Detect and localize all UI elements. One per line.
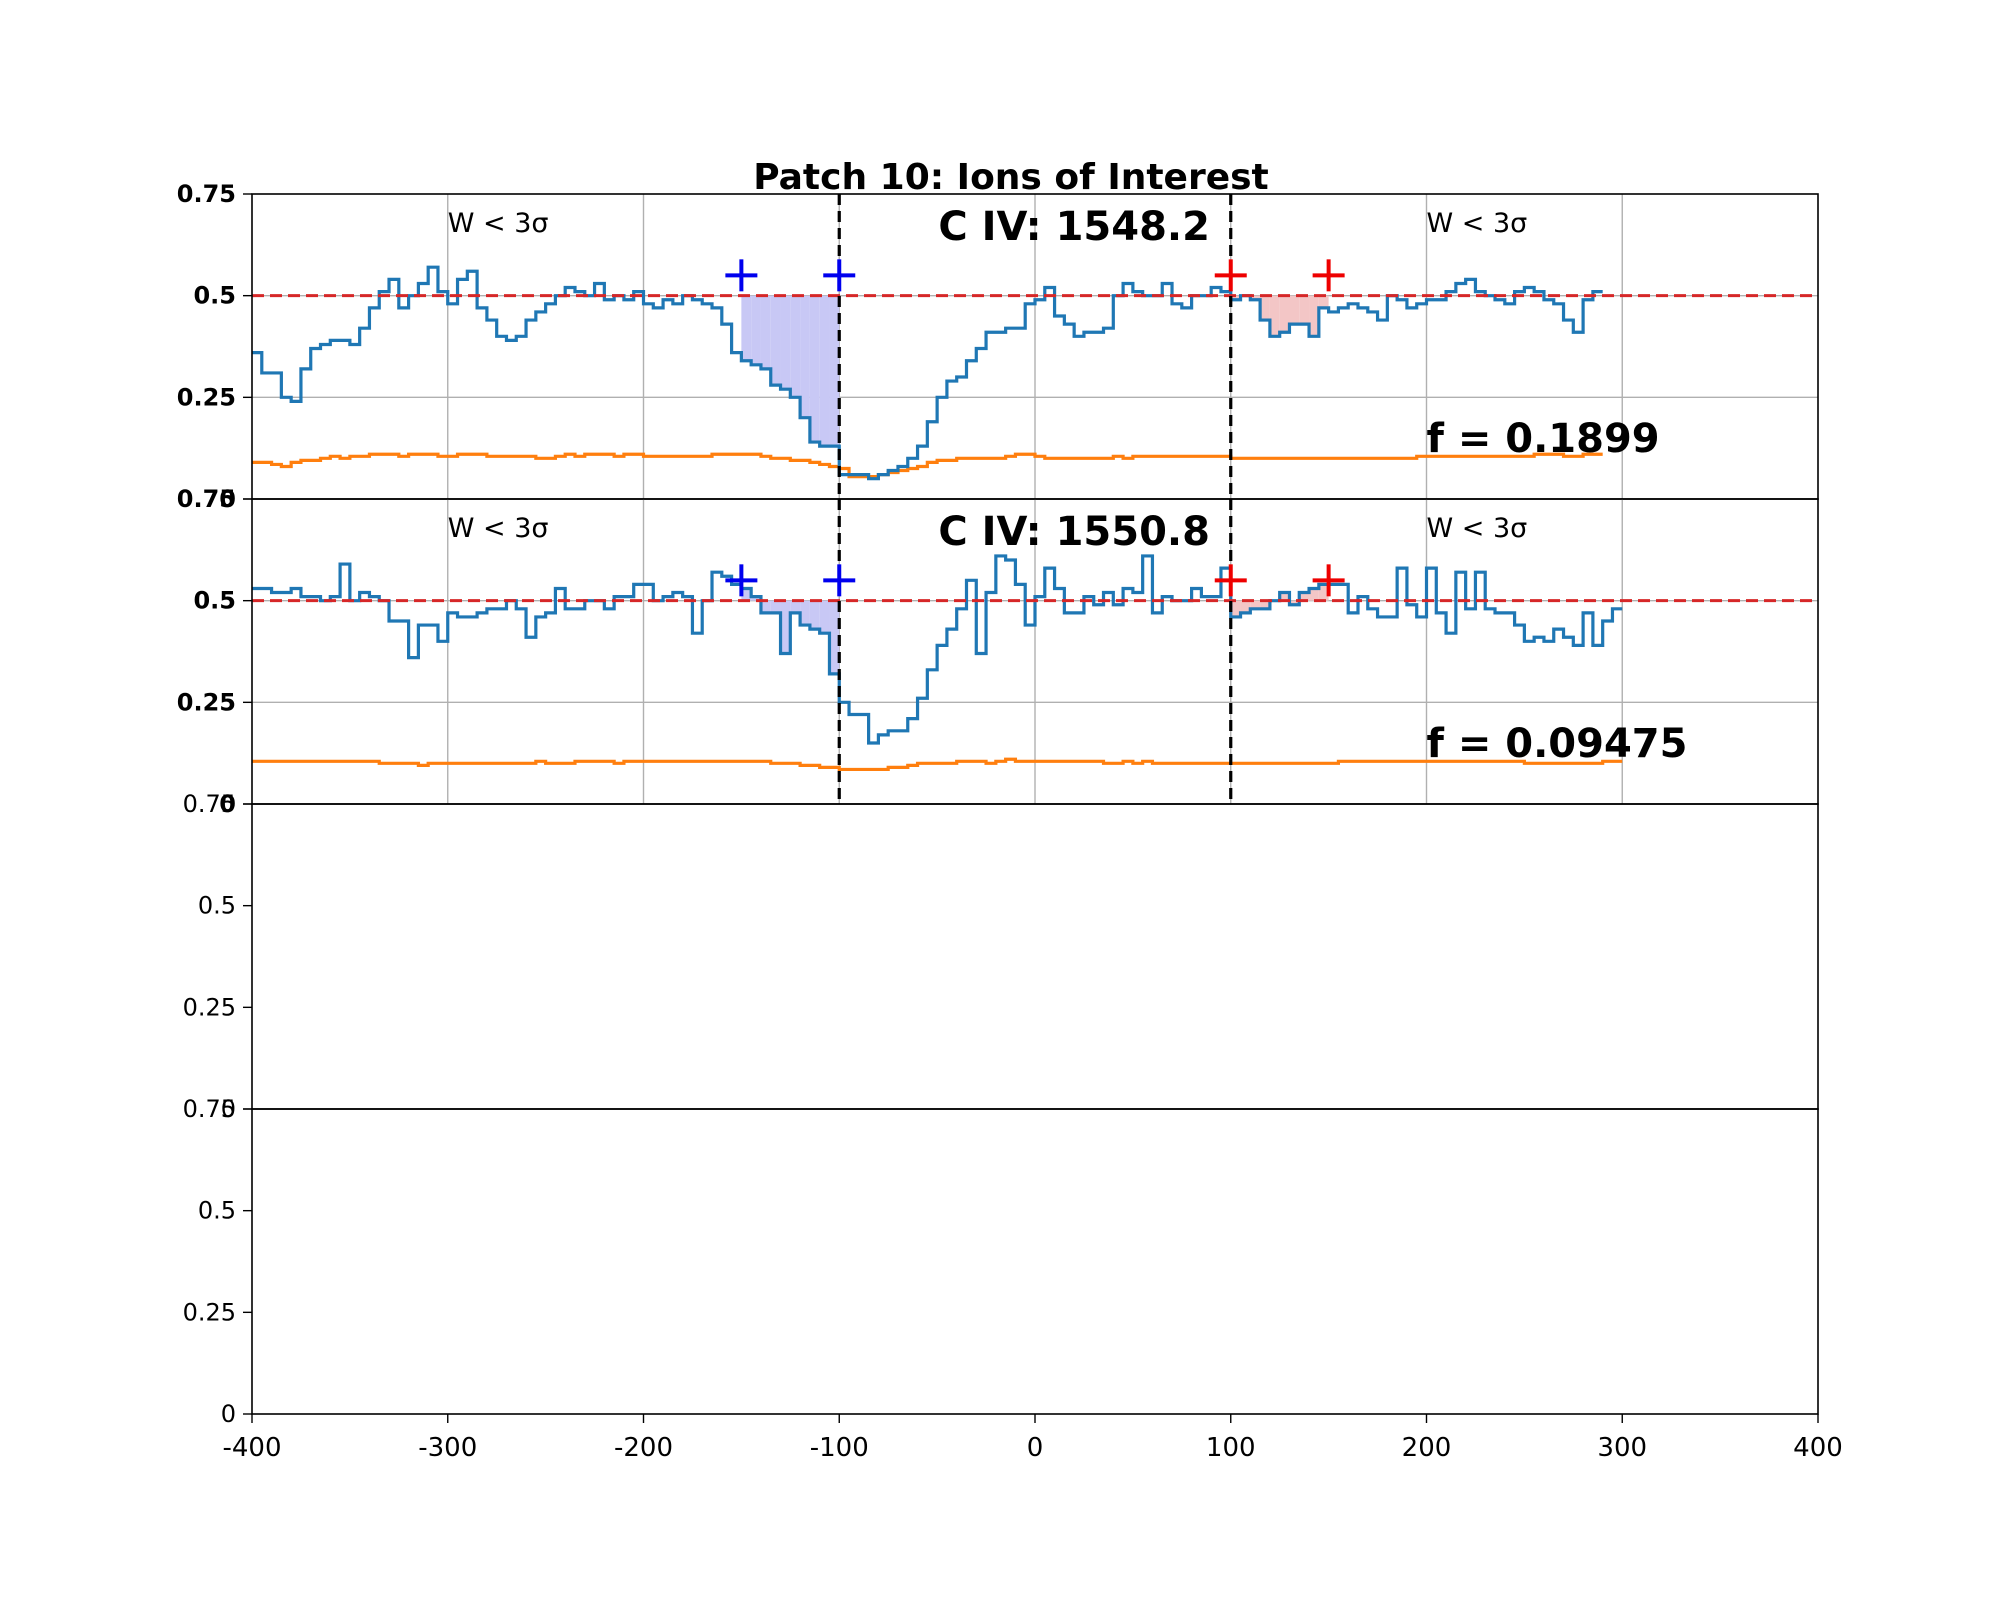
blue-shade-bin <box>829 600 840 674</box>
red-shade-bin <box>1279 295 1290 333</box>
red-shade-bin <box>1260 600 1270 609</box>
error-spectrum-line <box>252 757 1623 772</box>
blue-shade-bin <box>770 600 781 613</box>
blue-shade-bin <box>760 600 771 613</box>
blue-shade-bin <box>770 295 781 386</box>
red-shade-bin <box>1299 592 1310 601</box>
red-shade-bin <box>1289 600 1300 605</box>
flux-spectrum-line <box>252 265 1603 481</box>
red-shade-bin <box>1279 592 1290 601</box>
panel-right-note: W < 3σ <box>1427 208 1528 239</box>
red-shade-bin <box>1230 295 1241 300</box>
blue-shade-bin <box>751 596 761 601</box>
panel-left-note: W < 3σ <box>448 513 549 544</box>
y-tick-label: 0.25 <box>177 688 236 716</box>
blue-shade-bin <box>800 295 810 418</box>
y-tick-label: 0.75 <box>177 180 236 208</box>
panel-left-note: W < 3σ <box>448 208 549 239</box>
blue-shade-bin <box>780 295 791 390</box>
x-tick-label: 200 <box>1402 1433 1452 1463</box>
y-tick-label: 0 <box>219 485 236 513</box>
x-tick-label: -300 <box>418 1433 477 1463</box>
x-tick-label: 0 <box>1027 1433 1044 1463</box>
y-tick-label: 0.25 <box>183 993 236 1021</box>
flux-spectrum-line <box>252 554 1623 745</box>
y-tick-label: 0.75 <box>183 1095 236 1123</box>
x-tick-label: -200 <box>614 1433 673 1463</box>
red-shade-bin <box>1250 600 1261 609</box>
x-tick-label: 300 <box>1597 1433 1647 1463</box>
y-tick-label: 0 <box>221 1095 236 1123</box>
blue-shade-bin <box>819 295 830 447</box>
x-tick-label: 400 <box>1793 1433 1843 1463</box>
blue-shade-bin <box>790 295 801 398</box>
blue-shade-bin <box>780 600 791 654</box>
panel-f-label: f = 0.09475 <box>1427 721 1688 767</box>
y-tick-label: 0.5 <box>198 1197 236 1225</box>
y-tick-label: 0.75 <box>183 790 236 818</box>
panel-frame <box>251 803 1819 1110</box>
blue-shade-bin <box>741 295 752 361</box>
red-shade-bin <box>1289 295 1300 325</box>
chart-title: Patch 10: Ions of Interest <box>753 157 1269 198</box>
error-spectrum-line <box>252 452 1603 479</box>
blue-shade-bin <box>829 295 840 447</box>
y-tick-label: 0.25 <box>177 383 236 411</box>
red-shade-bin <box>1309 295 1319 337</box>
blue-shade-bin <box>809 600 820 630</box>
red-shade-bin <box>1250 295 1261 300</box>
panel-frame <box>251 1108 1819 1415</box>
panel-ion-label: C IV: 1548.2 <box>938 204 1210 250</box>
y-tick-label: 0.75 <box>177 485 236 513</box>
blue-shade-bin <box>819 600 830 634</box>
red-shade-bin <box>1260 295 1270 321</box>
y-tick-label: 0 <box>221 1400 236 1428</box>
blue-shade-bin <box>751 295 761 365</box>
x-tick-label: -100 <box>810 1433 869 1463</box>
blue-shade-bin <box>760 295 771 369</box>
blue-shade-bin <box>741 588 752 601</box>
red-shade-bin <box>1318 295 1329 308</box>
red-shade-bin <box>1230 600 1241 617</box>
red-shade-bin <box>1309 588 1319 601</box>
y-tick-label: 0.25 <box>183 1298 236 1326</box>
y-tick-label: 0.5 <box>193 587 236 615</box>
y-tick-label: 0 <box>219 790 236 818</box>
y-tick-label: 0.5 <box>198 892 236 920</box>
red-shade-bin <box>1318 584 1329 601</box>
blue-shade-bin <box>790 600 801 613</box>
panel-f-label: f = 0.1899 <box>1427 416 1660 462</box>
y-tick-label: 0.5 <box>193 282 236 310</box>
panel-right-note: W < 3σ <box>1427 513 1528 544</box>
x-tick-label: -400 <box>222 1433 281 1463</box>
blue-shade-bin <box>809 295 820 443</box>
x-tick-label: 100 <box>1206 1433 1256 1463</box>
red-shade-bin <box>1299 295 1310 325</box>
red-shade-bin <box>1240 600 1251 613</box>
blue-shade-bin <box>800 600 810 626</box>
panel-ion-label: C IV: 1550.8 <box>938 509 1210 555</box>
red-shade-bin <box>1269 295 1280 337</box>
